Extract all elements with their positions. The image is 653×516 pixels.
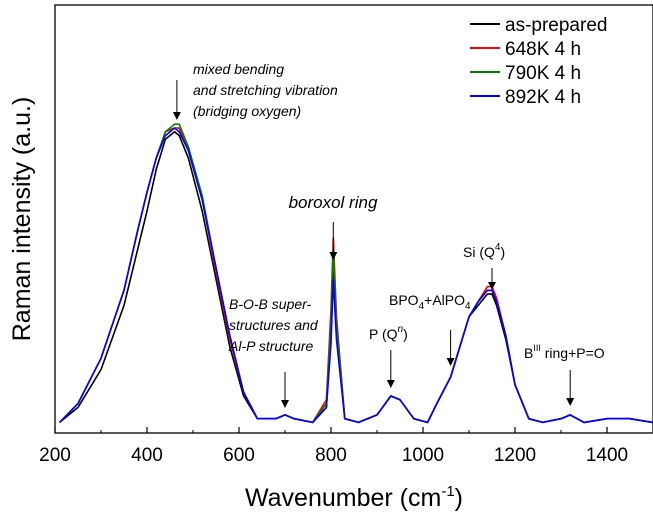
annotation-arrows	[172, 80, 575, 408]
annotation-bpo4-alpo4: BPO4+AlPO4	[389, 292, 471, 312]
annotation-p-qn: P (Qn)	[369, 324, 408, 342]
annotation-bob-line-1: B-O-B super-	[229, 296, 312, 312]
annotation-biii-ring: BIII ring+P=O	[524, 343, 605, 361]
series-line-2	[59, 127, 653, 424]
annotation-mixed-bending-line-1: mixed bending	[193, 61, 284, 77]
x-tick-label: 1400	[586, 445, 628, 466]
x-tick-label: 200	[39, 445, 71, 466]
arrow-head	[172, 112, 181, 120]
x-tick-label: 800	[315, 445, 347, 466]
y-axis-title: Raman intensity (a.u.)	[8, 97, 36, 342]
legend-label: 790K 4 h	[505, 63, 581, 84]
arrow-head	[281, 400, 289, 408]
series-layer	[59, 123, 653, 424]
x-tick-label: 1200	[494, 445, 536, 466]
annotation-si-q4: Si (Q4)	[463, 242, 505, 260]
series-line-4	[59, 127, 653, 424]
legend: as-prepared 648K 4 h 790K 4 h 892K 4 h	[470, 15, 607, 108]
arrow-head	[446, 358, 455, 366]
annotation-boroxol-ring: boroxol ring	[289, 193, 378, 212]
arrow-head	[566, 398, 575, 406]
x-ticks: 200 400 600 800 1000 1200 1400	[39, 427, 653, 466]
annotations: mixed bending and stretching vibration (…	[172, 61, 605, 408]
x-tick-label: 600	[223, 445, 255, 466]
x-axis-title: Wavenumber (cm-1)	[245, 483, 463, 512]
arrow-head	[329, 252, 338, 260]
legend-label: 648K 4 h	[505, 39, 581, 60]
x-tick-label: 400	[131, 445, 163, 466]
arrow-head	[386, 380, 395, 388]
legend-label: as-prepared	[505, 15, 607, 36]
annotation-mixed-bending-line-2: and stretching vibration	[193, 82, 338, 98]
annotation-bob-line-3: Al-P structure	[228, 338, 313, 354]
legend-label: 892K 4 h	[505, 87, 581, 108]
x-tick-label: 1000	[402, 445, 444, 466]
arrow-head	[488, 282, 496, 290]
annotation-bob-line-2: structures and	[229, 317, 319, 333]
annotation-mixed-bending-line-3: (bridging oxygen)	[193, 103, 301, 119]
plot-frame	[54, 4, 653, 434]
series-line-1	[59, 131, 653, 424]
series-line-3	[59, 123, 653, 424]
